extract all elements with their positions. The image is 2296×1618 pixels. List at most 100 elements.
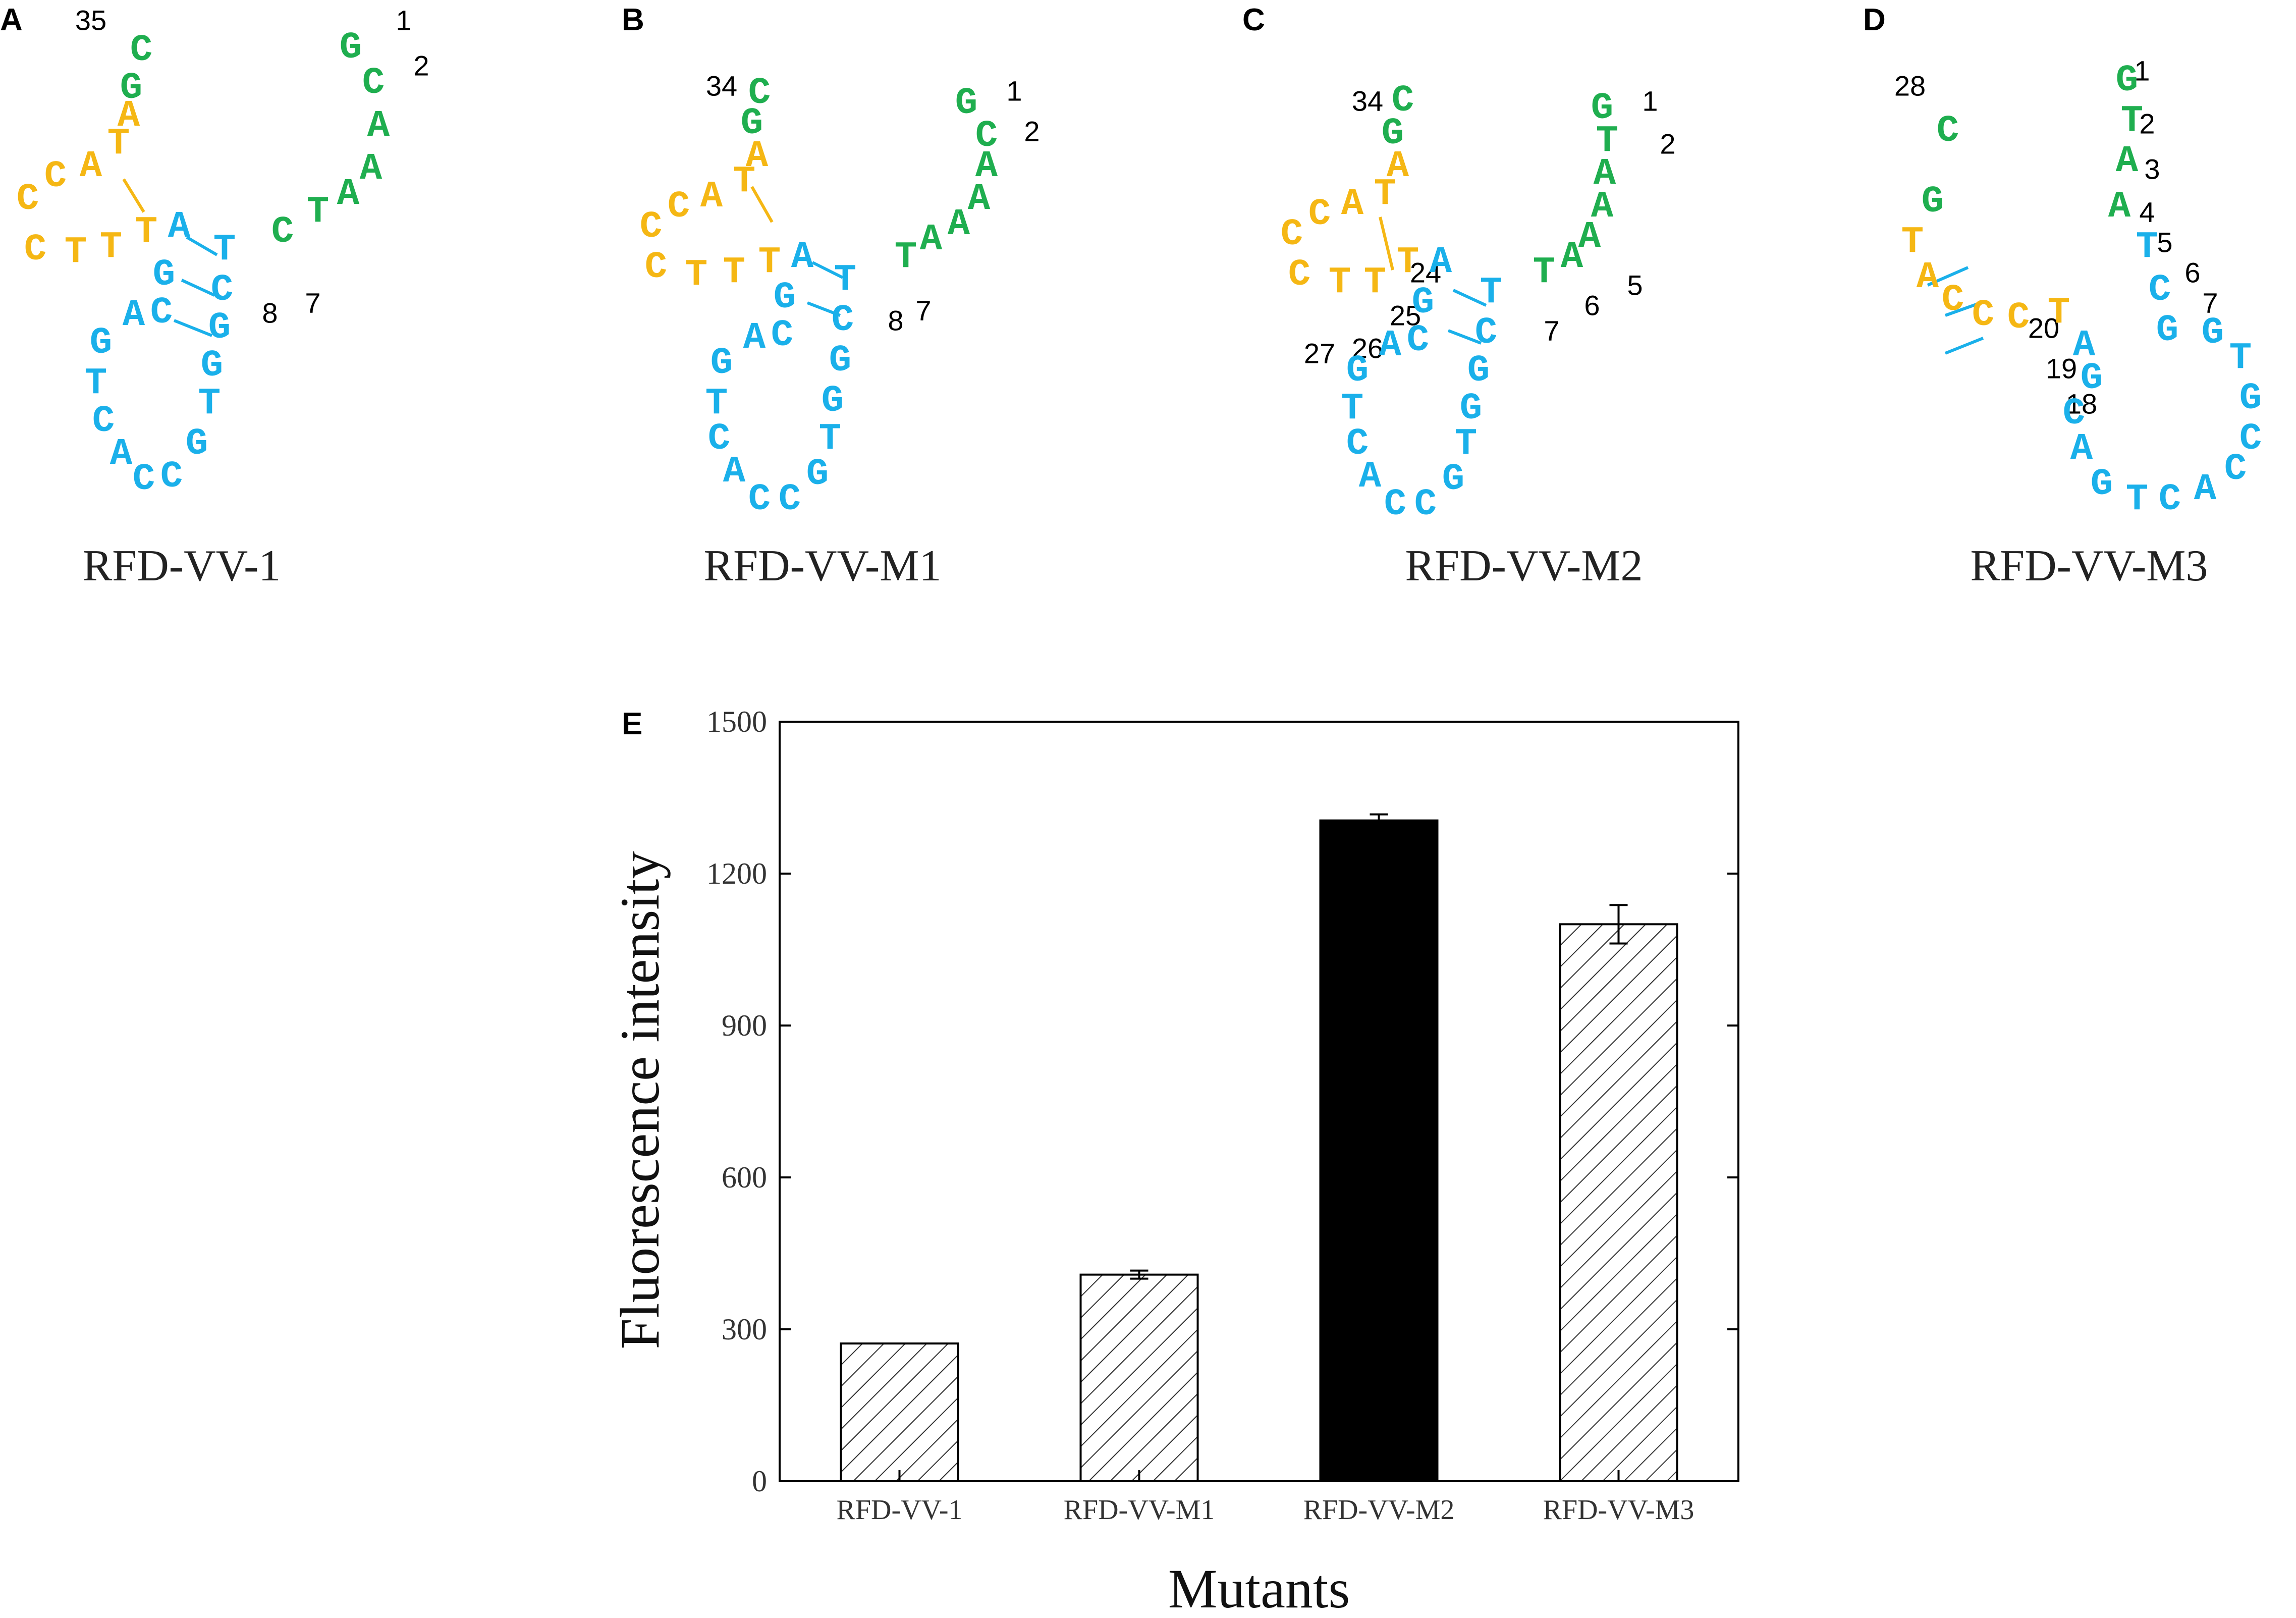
- nucleotide-c: C: [2063, 393, 2085, 435]
- nucleotide-g: G: [710, 342, 733, 385]
- nucleotide-t: T: [65, 231, 87, 274]
- structure-rfd-vv-m2: 1 2 5 6 7 24 25 26 27 34 GTAAAATTCGGTGCC…: [1281, 80, 1676, 526]
- nucleotide-a: A: [2194, 468, 2217, 511]
- nucleotide-t: T: [1596, 120, 1618, 163]
- nucleotide-g: G: [1412, 282, 1434, 324]
- nucleotide-t: T: [1533, 251, 1555, 294]
- position-number: 2: [2139, 108, 2155, 140]
- position-number: 5: [1627, 269, 1643, 301]
- position-number: 2: [1024, 116, 1040, 147]
- nucleotide-c: C: [708, 418, 730, 460]
- nucleotide-g: G: [153, 254, 175, 296]
- nucleotide-g: G: [90, 322, 112, 364]
- structure-name: RFD-VV-M3: [1970, 542, 2208, 590]
- position-number: 2: [1660, 128, 1675, 160]
- nucleotide-g: G: [2239, 377, 2262, 420]
- nucleotide-g: G: [340, 27, 362, 69]
- nucleotide-t: T: [135, 211, 157, 253]
- nucleotide-g: G: [1467, 350, 1490, 392]
- y-tick-label: 0: [752, 1465, 767, 1498]
- nucleotide-c: C: [832, 299, 854, 342]
- nucleotide-t: T: [2126, 478, 2148, 521]
- nucleotide-t: T: [2136, 226, 2158, 268]
- position-number: 27: [1304, 338, 1335, 369]
- position-number: 25: [1390, 300, 1421, 332]
- nucleotide-t: T: [2229, 337, 2252, 380]
- nucleotide-t: T: [895, 236, 917, 279]
- nucleotide-a: A: [746, 135, 769, 178]
- position-number: 28: [1894, 70, 1926, 102]
- nucleotide-g: G: [1591, 87, 1613, 130]
- nucleotide-t: T: [733, 160, 755, 203]
- nucleotide-t: T: [1480, 272, 1502, 314]
- nucleotide-c: C: [44, 155, 67, 198]
- nucleotide-g: G: [822, 380, 844, 422]
- nucleotide-a: A: [1594, 153, 1616, 195]
- nucleotide-g: G: [1922, 181, 1944, 223]
- panel-letter-c: C: [1242, 3, 1265, 37]
- bar-rfd-vv-m3: [1559, 923, 1678, 1482]
- nucleotide-g: G: [1460, 388, 1482, 430]
- nucleotide-c: C: [160, 456, 183, 498]
- nucleotide-g: G: [186, 423, 208, 465]
- nucleotide-a: A: [920, 219, 943, 261]
- position-number: 7: [1544, 315, 1559, 347]
- nucleotide-a: A: [968, 178, 991, 221]
- position-number: 1: [1642, 85, 1658, 117]
- position-number: 1: [2134, 55, 2150, 87]
- y-axis: 0 300 600 900 1200 1500: [706, 705, 1738, 1498]
- nucleotide-c: C: [779, 478, 801, 521]
- position-number: 7: [915, 295, 931, 327]
- position-number: 8: [262, 297, 278, 329]
- nucleotide-c: C: [645, 246, 667, 289]
- nucleotide-t: T: [1397, 241, 1419, 284]
- nucleotide-a: A: [1591, 186, 1614, 228]
- nucleotide-a: A: [975, 145, 998, 188]
- bars: [840, 813, 1678, 1482]
- x-axis-title: Mutants: [1168, 1558, 1350, 1618]
- panel-letter-d: D: [1863, 3, 1886, 37]
- nucleotide-c: C: [150, 292, 173, 334]
- nucleotide-a: A: [2108, 186, 2131, 228]
- base-pair-line: [1944, 337, 1984, 355]
- nucleotide-t: T: [758, 241, 781, 284]
- position-number: 34: [1352, 85, 1383, 117]
- nucleotide-a: A: [1430, 241, 1452, 284]
- nucleotide-t: T: [100, 226, 122, 268]
- nucleotide-c: C: [1942, 279, 1964, 321]
- nucleotide-c: C: [668, 186, 690, 228]
- position-number: 1: [1006, 75, 1022, 107]
- nucleotide-c: C: [975, 115, 998, 157]
- position-number: 20: [2028, 312, 2059, 344]
- y-tick-label: 900: [722, 1009, 767, 1042]
- nucleotide-a: A: [2073, 325, 2096, 367]
- y-axis-title: Fluorescence intensity: [609, 851, 671, 1350]
- nucleotide-g: G: [2116, 60, 2138, 102]
- nucleotide-a: A: [110, 433, 133, 475]
- nucleotide-c: C: [1384, 483, 1406, 526]
- nucleotide-a: A: [1387, 145, 1409, 188]
- nucleotide-a: A: [367, 105, 390, 147]
- nucleotide-a: A: [2116, 140, 2139, 183]
- position-number: 26: [1352, 333, 1383, 364]
- base-pair-line: [173, 319, 213, 337]
- position-number: 24: [1410, 257, 1441, 289]
- base-pair-line: [181, 279, 215, 297]
- nucleotide-c: C: [211, 269, 233, 311]
- nucleotide-c: C: [1937, 110, 1959, 152]
- nucleotide-a: A: [948, 203, 970, 246]
- nucleotide-g: G: [1442, 458, 1464, 501]
- position-number: 1: [396, 5, 411, 36]
- nucleotide-c: C: [24, 229, 46, 271]
- nucleotide-c: C: [92, 400, 115, 443]
- nucleotide-g: G: [955, 82, 977, 125]
- position-number: 8: [888, 305, 903, 337]
- nucleotide-c: C: [640, 206, 662, 248]
- base-pair-line: [750, 186, 774, 223]
- panel-letter-a: A: [0, 3, 23, 37]
- x-axis: RFD-VV-1 RFD-VV-M1 RFD-VV-M2 RFD-VV-M3: [837, 1470, 1694, 1526]
- nucleotide-g: G: [774, 277, 796, 319]
- nucleotide-c: C: [771, 314, 793, 357]
